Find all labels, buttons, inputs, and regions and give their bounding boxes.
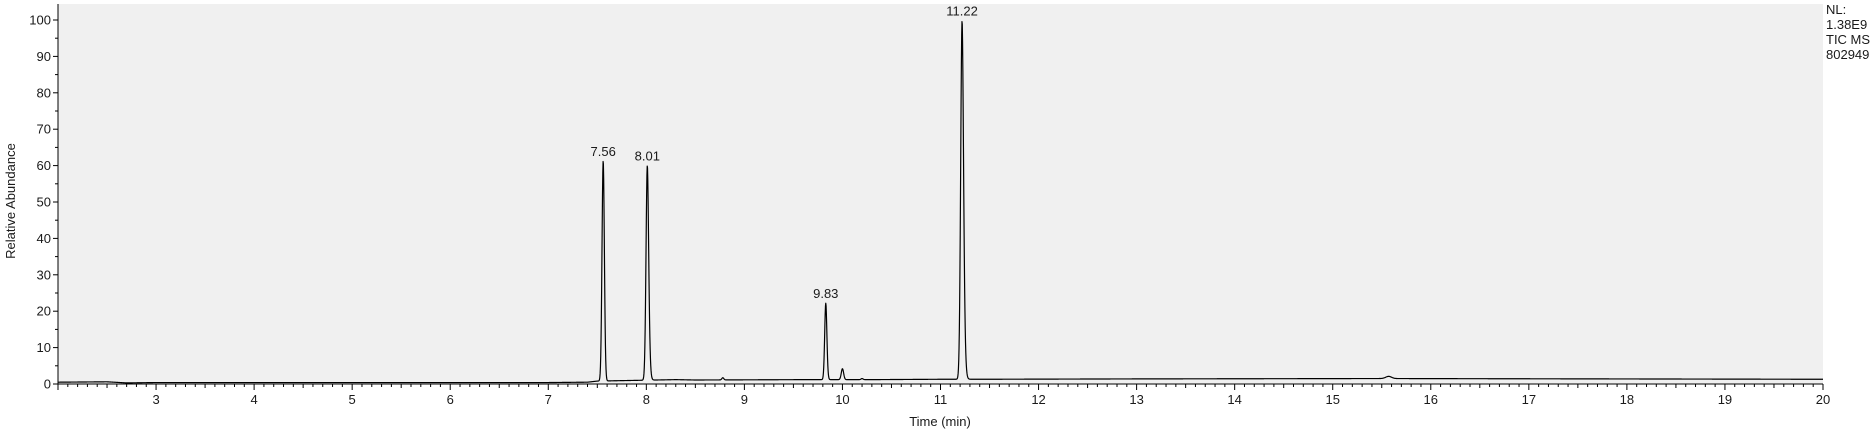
- tic-trace: [57, 21, 1824, 384]
- x-tick-label: 14: [1227, 392, 1241, 407]
- nl-label: NL:: [1826, 2, 1847, 17]
- y-tick-label: 10: [37, 340, 51, 355]
- x-tick-label: 6: [447, 392, 454, 407]
- y-tick-label: 70: [37, 122, 51, 137]
- plot-area: [58, 4, 1823, 384]
- peak-labels: 7.56 8.01 9.83 11.22: [591, 4, 978, 301]
- x-tick-label: 12: [1031, 392, 1045, 407]
- x-tick-label: 3: [152, 392, 159, 407]
- x-tick-label: 7: [545, 392, 552, 407]
- x-tick-label: 18: [1620, 392, 1634, 407]
- x-tick-label: 16: [1424, 392, 1438, 407]
- y-tick-label: 100: [29, 13, 51, 28]
- x-tick-label: 9: [741, 392, 748, 407]
- nl-value: 1.38E9: [1826, 17, 1868, 32]
- x-axis: 3 4 5 6 7 8 9 10 11 12 13 14 15 16 17 18 19 20: [57, 383, 1830, 407]
- x-tick-label: 13: [1129, 392, 1143, 407]
- x-tick-label: 11: [934, 392, 948, 407]
- peak-label: 11.22: [946, 4, 978, 19]
- y-tick-label: 20: [37, 304, 51, 319]
- y-tick-label: 90: [37, 49, 51, 64]
- y-tick-label: 40: [37, 231, 51, 246]
- y-tick-label: 50: [37, 195, 51, 210]
- x-axis-title: Time (min): [909, 414, 971, 429]
- x-tick-label: 5: [349, 392, 356, 407]
- x-tick-label: 10: [835, 392, 849, 407]
- y-tick-label: 30: [37, 267, 51, 282]
- y-tick-label: 80: [37, 85, 51, 100]
- y-tick-label: 60: [37, 158, 51, 173]
- y-axis-title: Relative Abundance: [3, 143, 18, 259]
- trace-info: NL: 1.38E9 TIC MS 802949: [1826, 2, 1873, 62]
- x-tick-label: 8: [643, 392, 650, 407]
- x-tick-label: 15: [1325, 392, 1339, 407]
- y-axis: 0 10 20 30 40 50 60 70 80 90 100: [29, 4, 59, 392]
- peak-label: 9.83: [813, 286, 838, 301]
- peak-label: 7.56: [591, 144, 616, 159]
- peak-label: 8.01: [635, 148, 660, 163]
- x-tick-label: 20: [1816, 392, 1830, 407]
- x-tick-label: 4: [250, 392, 257, 407]
- sample-name: 802949: [1826, 47, 1870, 62]
- x-tick-label: 19: [1718, 392, 1732, 407]
- scan-filter: TIC MS: [1826, 32, 1871, 47]
- y-tick-label: 0: [44, 377, 51, 392]
- x-tick-label: 17: [1522, 392, 1536, 407]
